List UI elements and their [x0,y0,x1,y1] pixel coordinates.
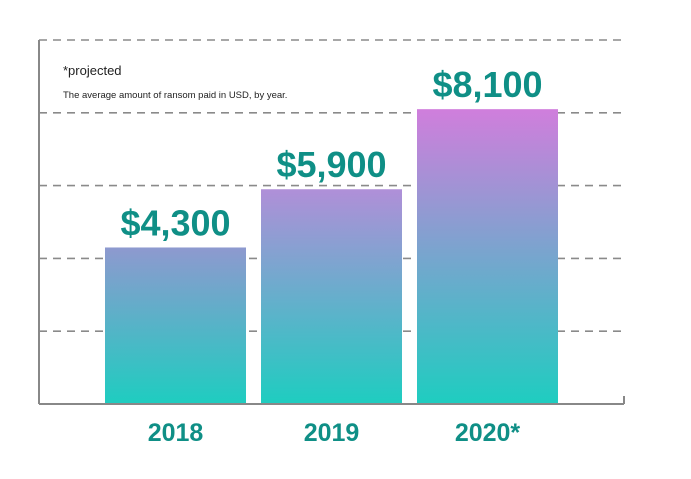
chart-description: The average amount of ransom paid in USD… [63,90,287,101]
value-label: $4,300 [120,202,230,243]
labels: $4,300 2018 $5,900 2019 $8,100 2020* [120,64,542,447]
category-label: 2020* [455,419,521,447]
axes [38,40,625,405]
bar-2018 [105,247,246,404]
value-label: $5,900 [276,144,386,185]
projected-note: *projected [63,63,122,78]
category-label: 2019 [304,419,360,447]
bar-2020 [417,109,558,404]
bars [105,109,558,404]
category-label: 2018 [148,419,204,447]
bar-2019 [261,189,402,404]
value-label: $8,100 [432,64,542,105]
